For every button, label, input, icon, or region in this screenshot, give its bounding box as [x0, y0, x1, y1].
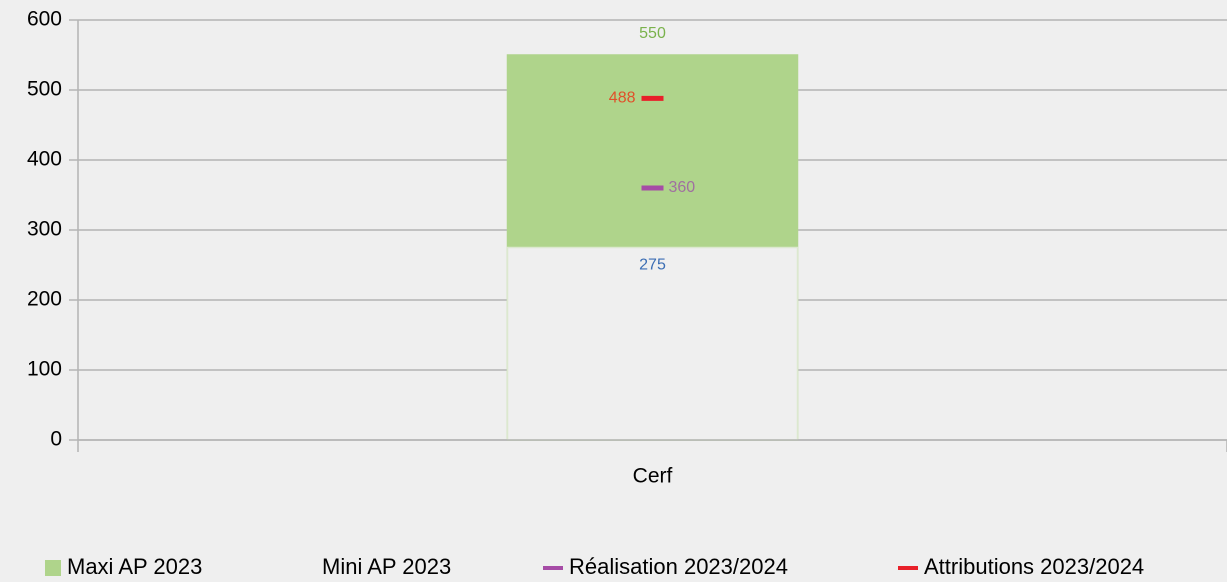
y-tick-label: 400	[27, 148, 62, 171]
legend-swatch	[45, 560, 61, 576]
legend-swatch	[300, 560, 316, 576]
y-tick-label: 500	[27, 78, 62, 101]
data-label: 550	[639, 25, 666, 42]
legend-label: Réalisation 2023/2024	[569, 554, 788, 579]
data-label: 275	[639, 257, 666, 274]
data-label: 360	[669, 179, 696, 196]
y-tick-label: 300	[27, 218, 62, 241]
legend-label: Attributions 2023/2024	[924, 554, 1144, 579]
legend-label: Mini AP 2023	[322, 554, 451, 579]
y-tick-label: 200	[27, 288, 62, 311]
x-tick-label: Cerf	[633, 465, 673, 488]
bar	[506, 246, 799, 441]
legend-label: Maxi AP 2023	[67, 554, 202, 579]
y-tick-label: 600	[27, 8, 62, 31]
y-tick-label: 100	[27, 358, 62, 381]
data-label: 488	[609, 90, 636, 107]
y-tick-label: 0	[50, 428, 62, 451]
